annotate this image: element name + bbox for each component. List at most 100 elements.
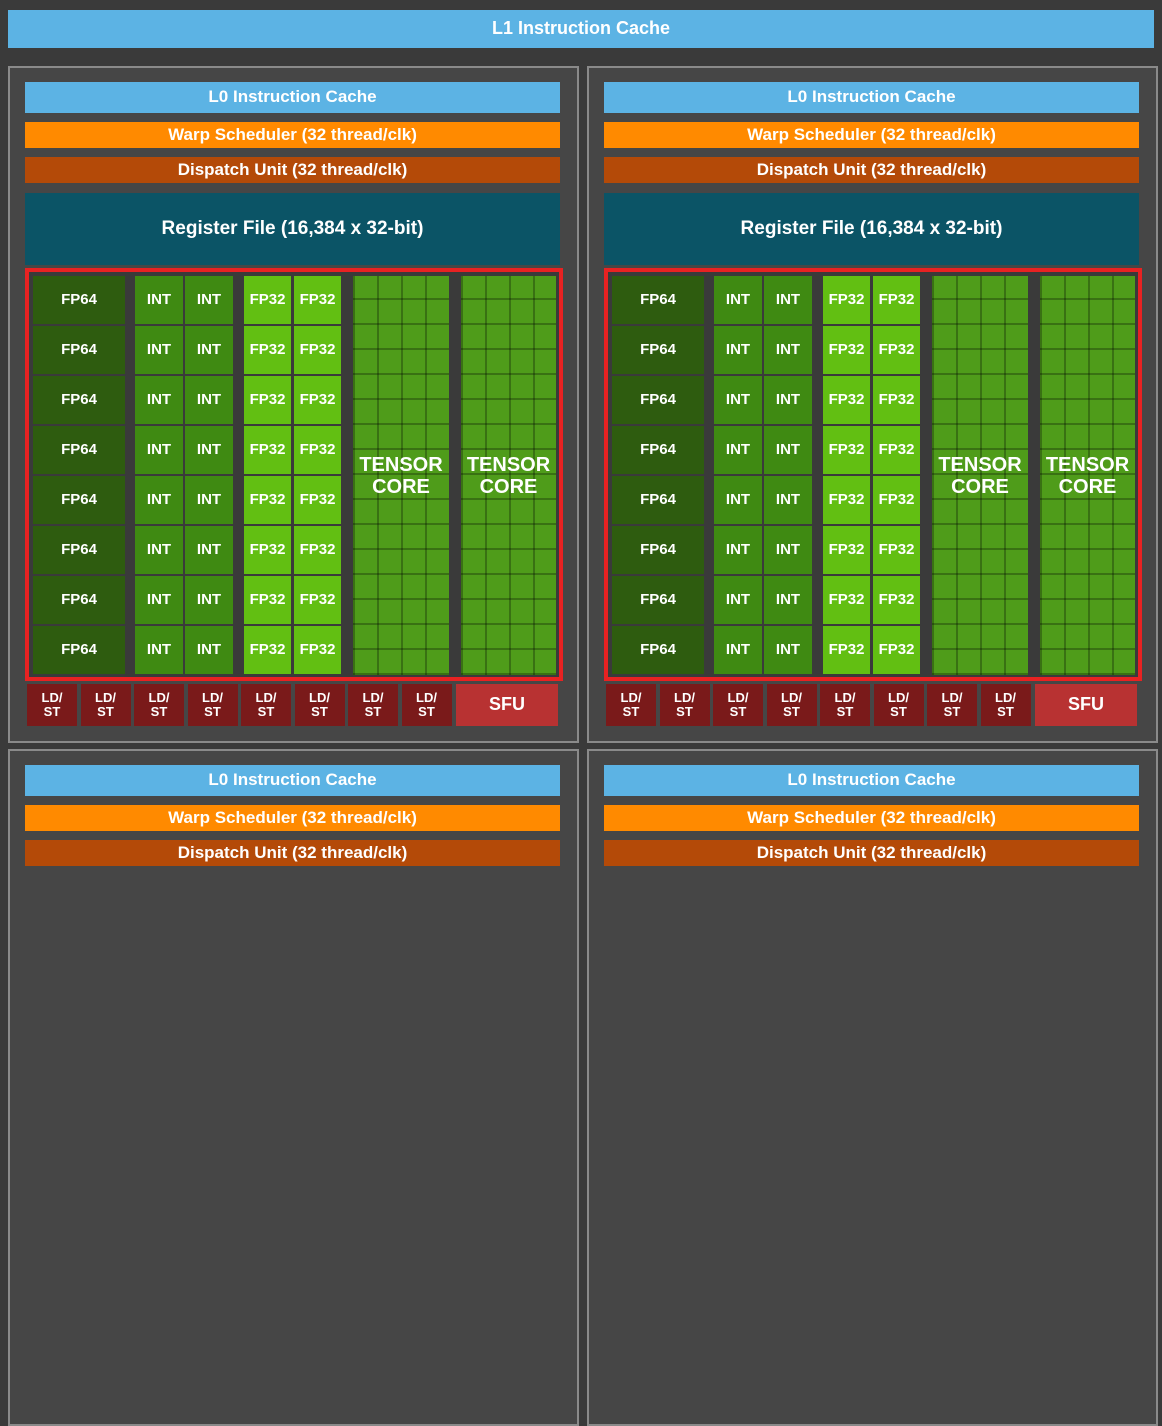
int-unit: INT — [135, 626, 183, 674]
ld-st-unit: LD/ ST — [80, 684, 131, 726]
fp64-unit: FP64 — [612, 626, 704, 674]
fp64-unit: FP64 — [33, 276, 125, 324]
fp32-unit: FP32 — [823, 376, 870, 424]
fp64-unit: FP64 — [612, 576, 704, 624]
red-highlight — [604, 268, 1142, 681]
tensor-core: TENSOR CORE — [1040, 276, 1135, 675]
dispatch-unit: Dispatch Unit (32 thread/clk) — [25, 840, 560, 866]
l0-instruction-cache: L0 Instruction Cache — [25, 765, 560, 796]
fp32-unit: FP32 — [873, 326, 920, 374]
fp32-unit: FP32 — [244, 326, 291, 374]
fp64-unit: FP64 — [33, 626, 125, 674]
fp32-unit: FP32 — [294, 576, 341, 624]
int-unit: INT — [185, 276, 233, 324]
fp64-unit: FP64 — [33, 576, 125, 624]
fp64-unit: FP64 — [612, 526, 704, 574]
fp64-unit: FP64 — [33, 426, 125, 474]
fp32-unit: FP32 — [294, 476, 341, 524]
fp32-unit: FP32 — [294, 426, 341, 474]
int-unit: INT — [185, 526, 233, 574]
dispatch-unit: Dispatch Unit (32 thread/clk) — [25, 157, 560, 183]
int-unit: INT — [764, 426, 812, 474]
int-unit: INT — [185, 476, 233, 524]
ld-st-unit: LD/ ST — [927, 684, 977, 726]
fp32-unit: FP32 — [823, 326, 870, 374]
ld-st-unit: LD/ ST — [766, 684, 817, 726]
warp-scheduler: Warp Scheduler (32 thread/clk) — [25, 122, 560, 148]
ld-st-unit: LD/ ST — [27, 684, 77, 726]
warp-scheduler: Warp Scheduler (32 thread/clk) — [25, 805, 560, 831]
fp32-unit: FP32 — [244, 276, 291, 324]
fp32-unit: FP32 — [244, 426, 291, 474]
int-unit: INT — [714, 426, 762, 474]
fp64-unit: FP64 — [612, 276, 704, 324]
ld-st-unit: LD/ ST — [241, 684, 291, 726]
int-unit: INT — [714, 326, 762, 374]
fp32-unit: FP32 — [823, 576, 870, 624]
fp64-unit: FP64 — [33, 476, 125, 524]
int-unit: INT — [764, 526, 812, 574]
l0-instruction-cache: L0 Instruction Cache — [25, 82, 560, 113]
fp32-unit: FP32 — [823, 426, 870, 474]
int-unit: INT — [135, 376, 183, 424]
int-unit: INT — [135, 476, 183, 524]
fp32-unit: FP32 — [244, 576, 291, 624]
fp32-unit: FP32 — [873, 576, 920, 624]
fp64-unit: FP64 — [612, 476, 704, 524]
fp32-unit: FP32 — [823, 476, 870, 524]
tensor-core: TENSOR CORE — [932, 276, 1028, 675]
register-file: Register File (16,384 x 32-bit) — [604, 193, 1139, 265]
ld-st-unit: LD/ ST — [187, 684, 238, 726]
fp32-unit: FP32 — [823, 526, 870, 574]
ld-st-unit: LD/ ST — [713, 684, 763, 726]
l0-instruction-cache: L0 Instruction Cache — [604, 765, 1139, 796]
int-unit: INT — [135, 576, 183, 624]
int-unit: INT — [135, 326, 183, 374]
warp-scheduler: Warp Scheduler (32 thread/clk) — [604, 805, 1139, 831]
ld-st-unit: LD/ ST — [820, 684, 870, 726]
ld-st-unit: LD/ ST — [134, 684, 184, 726]
fp32-unit: FP32 — [294, 376, 341, 424]
int-unit: INT — [714, 376, 762, 424]
ld-st-unit: LD/ ST — [348, 684, 398, 726]
ld-st-unit: LD/ ST — [294, 684, 345, 726]
ld-st-unit: LD/ ST — [873, 684, 924, 726]
fp32-unit: FP32 — [873, 626, 920, 674]
int-unit: INT — [135, 276, 183, 324]
fp32-unit: FP32 — [294, 526, 341, 574]
fp32-unit: FP32 — [294, 626, 341, 674]
tensor-core: TENSOR CORE — [461, 276, 556, 675]
int-unit: INT — [185, 326, 233, 374]
fp64-unit: FP64 — [612, 376, 704, 424]
int-unit: INT — [714, 626, 762, 674]
fp32-unit: FP32 — [244, 376, 291, 424]
int-unit: INT — [714, 276, 762, 324]
int-unit: INT — [714, 476, 762, 524]
fp32-unit: FP32 — [873, 426, 920, 474]
ld-st-unit: LD/ ST — [980, 684, 1031, 726]
int-unit: INT — [135, 426, 183, 474]
fp32-unit: FP32 — [873, 476, 920, 524]
l1-instruction-cache: L1 Instruction Cache — [8, 10, 1154, 48]
ld-st-unit: LD/ ST — [606, 684, 656, 726]
dispatch-unit: Dispatch Unit (32 thread/clk) — [604, 157, 1139, 183]
fp32-unit: FP32 — [244, 626, 291, 674]
red-highlight — [25, 268, 563, 681]
int-unit: INT — [185, 626, 233, 674]
tensor-core: TENSOR CORE — [353, 276, 449, 675]
int-unit: INT — [185, 376, 233, 424]
int-unit: INT — [764, 376, 812, 424]
int-unit: INT — [764, 326, 812, 374]
fp64-unit: FP64 — [612, 326, 704, 374]
ld-st-unit: LD/ ST — [659, 684, 710, 726]
int-unit: INT — [714, 576, 762, 624]
fp32-unit: FP32 — [873, 526, 920, 574]
int-unit: INT — [185, 426, 233, 474]
fp32-unit: FP32 — [294, 326, 341, 374]
fp64-unit: FP64 — [33, 326, 125, 374]
fp32-unit: FP32 — [873, 276, 920, 324]
int-unit: INT — [764, 576, 812, 624]
warp-scheduler: Warp Scheduler (32 thread/clk) — [604, 122, 1139, 148]
sfu: SFU — [1035, 684, 1137, 726]
fp64-unit: FP64 — [33, 526, 125, 574]
